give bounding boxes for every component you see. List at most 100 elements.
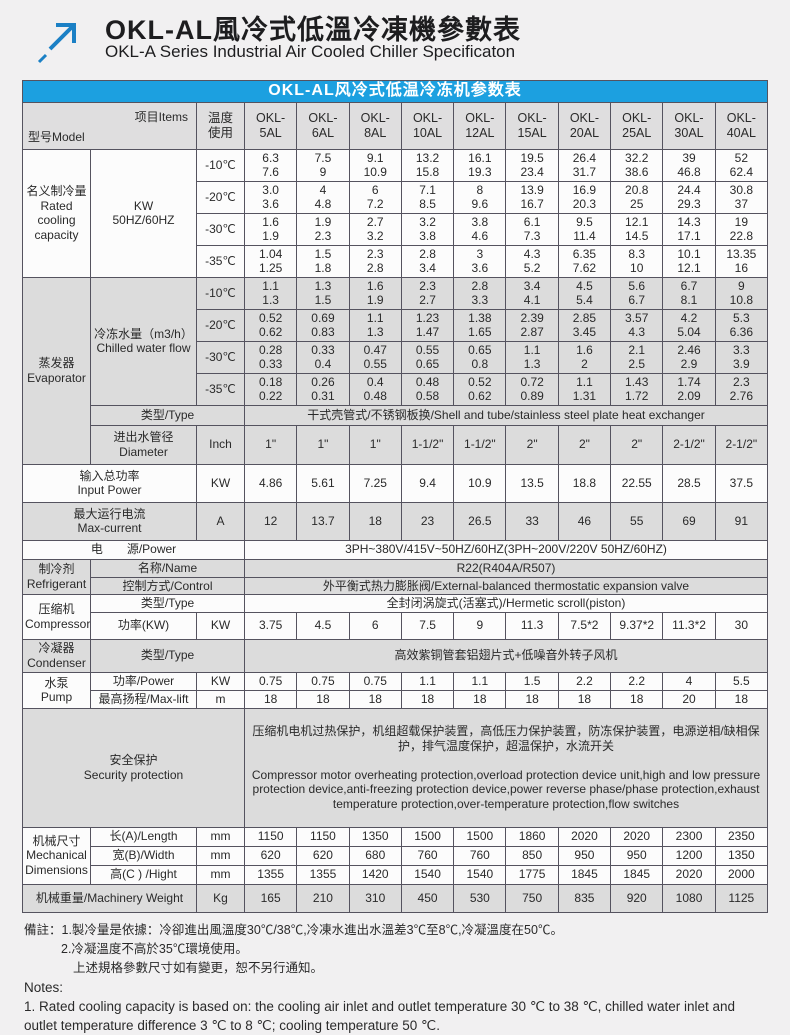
evap-type-row: 类型/Type 干式壳管式/不锈钢板换/Shell and tube/stain… (23, 404, 768, 426)
compressor-power-label: 功率(KW) (90, 611, 197, 640)
data-cell: 1420 (348, 864, 402, 885)
cooling-row-minus10: 名义制冷量 Rated cooling capacity KW 50HZ/60H… (22, 148, 769, 278)
data-cell: 0.75 (296, 671, 350, 691)
data-cell: 1" (296, 424, 350, 465)
data-cell: 0.48 0.58 (400, 372, 455, 406)
data-cell: 1.1 (453, 671, 507, 691)
data-cell: 26.5 (453, 501, 507, 541)
refrigerant-name-row: 制冷剂 Refrigerant 名称/Name R22(R404A/R507) (22, 558, 768, 595)
data-cell: 7.5 9 (296, 148, 350, 182)
refrigerant-name-value: R22(R404A/R507) (244, 558, 768, 578)
compressor-power-unit: KW (196, 611, 245, 640)
cooling-section-label: 名义制冷量 Rated cooling capacity (22, 148, 91, 278)
data-cell: 1" (348, 424, 402, 465)
data-cell: 1.3 1.5 (296, 276, 350, 310)
data-cell: 1.6 2 (557, 340, 612, 374)
data-cell: 5.5 (714, 671, 769, 691)
data-cell: 2.2 (557, 671, 612, 691)
data-cell: 920 (610, 883, 664, 913)
data-cell: OKL- 8AL (348, 102, 402, 150)
condenser-row: 冷凝器 Condenser 类型/Type 高效紫铜管套铝翅片式+低噪音外转子风… (22, 638, 768, 673)
pump-lift-label: 最高扬程/Max-lift (90, 689, 197, 709)
diameter-label: 进出水管径 Diameter (90, 424, 197, 465)
data-cell: 1.38 1.65 (453, 308, 507, 342)
data-cell: 6.7 8.1 (662, 276, 716, 310)
data-cell: 30 (714, 611, 769, 640)
security-section-label: 安全保护 Security protection (22, 707, 245, 828)
data-cell: 1.1 1.31 (557, 372, 612, 406)
max-current-label: 最大运行电流 Max-current (22, 501, 197, 541)
data-cell: 1.6 1.9 (348, 276, 402, 310)
data-cell: 450 (400, 883, 455, 913)
refrigerant-section-label: 制冷剂 Refrigerant (22, 558, 91, 595)
notes-block: 備註：1.製冷量是依據：冷卻進出風溫度30℃/38℃,冷凍水進出水溫差3℃至8℃… (24, 921, 769, 1035)
data-cell: 530 (453, 883, 507, 913)
data-cell: 1.5 (505, 671, 559, 691)
data-cell: 1150 (243, 826, 298, 847)
data-cell: 7.5*2 (557, 611, 612, 640)
data-cell: 11.3 (505, 611, 559, 640)
compressor-type-label: 类型/Type (90, 594, 245, 613)
data-cell: 0.4 0.48 (348, 372, 402, 406)
dimension-length-row: 机械尺寸 Mechanical Dimensions 长(A)/Length m… (22, 826, 769, 885)
data-cell: 3.4 4.1 (505, 276, 559, 310)
data-cell: 210 (296, 883, 350, 913)
refrigerant-control-value: 外平衡式热力膨胀阀/External-balanced thermostatic… (244, 576, 768, 595)
data-cell: 1.23 1.47 (400, 308, 455, 342)
data-cell: 0.65 0.8 (453, 340, 507, 374)
temp-usage-header: 温度 使用 (196, 102, 245, 150)
data-cell: 2.7 3.2 (348, 212, 402, 246)
temp-label: -10℃ (196, 276, 245, 310)
data-cell: 6.1 7.3 (505, 212, 559, 246)
data-cell: 5.6 6.7 (610, 276, 664, 310)
data-cell: 2" (557, 424, 612, 465)
data-cell: 1.5 1.8 (296, 244, 350, 278)
data-cell: 20 (662, 689, 716, 709)
data-cell: 2020 (662, 864, 716, 885)
data-cell: 18 (296, 689, 350, 709)
data-cell: 33 (505, 501, 559, 541)
data-cell: 2020 (610, 826, 664, 847)
data-cell: 0.55 0.65 (400, 340, 455, 374)
data-cell: 1.1 1.3 (243, 276, 298, 310)
table-banner-row: OKL-AL风冷式低温冷冻机参数表 (22, 80, 768, 103)
data-cell: 7.1 8.5 (400, 180, 455, 214)
data-cell: 1845 (557, 864, 612, 885)
cooling-unit-label: KW 50HZ/60HZ (90, 148, 197, 278)
pump-lift-unit: m (196, 689, 245, 709)
data-cell: 310 (348, 883, 402, 913)
compressor-power-row: 功率(KW) KW 3.75 4.5 6 7.5 9 11.3 7.5*2 9.37*2 11.… (23, 611, 769, 640)
data-cell: 23 (400, 501, 455, 541)
data-cell: 4 4.8 (296, 180, 350, 214)
data-cell: 0.75 (243, 671, 298, 691)
length-unit: mm (196, 826, 245, 847)
data-cell: 0.75 (348, 671, 402, 691)
data-cell: 3.2 3.8 (400, 212, 455, 246)
data-cell: 13.35 16 (714, 244, 769, 278)
data-cell: 18 (505, 689, 559, 709)
data-cell: 28.5 (662, 463, 716, 503)
length-label: 长(A)/Length (90, 826, 197, 847)
data-cell: 2000 (714, 864, 769, 885)
input-power-label: 输入总功率 Input Power (22, 463, 197, 503)
data-cell: 3.0 3.6 (243, 180, 298, 214)
evap-flow-row-minus35: -35℃ 0.18 0.22 0.26 0.31 0.4 0.48 0.48 0.58… (23, 372, 769, 406)
data-cell: 12.1 14.5 (610, 212, 664, 246)
page-header: OKL-AL風冷式低溫冷凍機參數表 OKL-A Series Industria… (0, 0, 790, 80)
data-cell: 69 (662, 501, 716, 541)
table-banner-title: OKL-AL风冷式低温冷冻机参数表 (22, 80, 768, 103)
dimension-height-row: 高(C ) /Hight mm 1355 1355 1420 1540 1540 1775… (23, 864, 769, 885)
height-unit: mm (196, 864, 245, 885)
data-cell: 850 (505, 845, 559, 866)
data-cell: 55 (610, 501, 664, 541)
data-cell: 10.9 (453, 463, 507, 503)
data-cell: 6 7.2 (348, 180, 402, 214)
evap-type-value: 干式壳管式/不锈钢板换/Shell and tube/stainless ste… (244, 404, 768, 426)
data-cell: 760 (400, 845, 455, 866)
data-cell: 52 62.4 (714, 148, 769, 182)
pump-power-label: 功率/Power (90, 671, 197, 691)
cooling-row-minus35: -35℃ 1.04 1.25 1.5 1.8 2.3 2.8 2.8 3.4 3 3.6… (23, 244, 769, 278)
data-cell: 1500 (400, 826, 455, 847)
data-cell: 2.3 2.76 (714, 372, 769, 406)
data-cell: OKL- 10AL (400, 102, 455, 150)
